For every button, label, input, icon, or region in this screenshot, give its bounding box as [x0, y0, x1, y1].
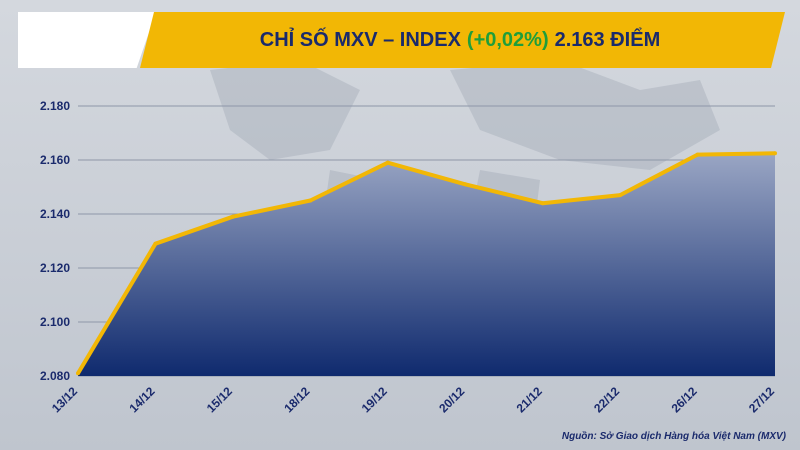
x-tick-label: 21/12 — [514, 384, 545, 415]
x-tick-label: 18/12 — [281, 384, 312, 415]
data-point — [463, 182, 468, 187]
data-point — [695, 152, 700, 157]
data-point — [308, 198, 313, 203]
data-point — [618, 193, 623, 198]
data-point — [230, 214, 235, 219]
y-tick-label: 2.080 — [40, 369, 70, 383]
series-line — [76, 151, 776, 375]
y-tick-label: 2.120 — [40, 261, 70, 275]
title-banner — [140, 12, 785, 68]
area-fill — [78, 153, 775, 376]
data-point — [153, 241, 158, 246]
y-tick-label: 2.180 — [40, 99, 70, 113]
x-tick-label: 14/12 — [126, 384, 157, 415]
logo-panel — [18, 12, 156, 68]
x-tick-label: 26/12 — [669, 384, 700, 415]
title-change: (+0,02%) — [466, 28, 549, 51]
title-main: CHỈ SỐ MXV – INDEX — [259, 28, 461, 51]
title-value: 2.163 ĐIỂM — [554, 28, 661, 51]
x-tick-label: 27/12 — [746, 384, 777, 415]
x-axis-ticks: 13/12 14/12 15/12 18/12 19/12 20/12 21/12 22/12… — [49, 384, 777, 415]
data-point — [385, 160, 390, 165]
x-tick-label: 19/12 — [359, 384, 390, 415]
y-tick-label: 2.100 — [40, 315, 70, 329]
data-point — [773, 151, 777, 156]
y-tick-label: 2.160 — [40, 153, 70, 167]
y-tick-label: 2.140 — [40, 207, 70, 221]
y-axis-ticks: 2.080 2.100 2.120 2.140 2.160 2.180 — [40, 99, 70, 383]
data-point — [76, 371, 80, 376]
x-tick-label: 20/12 — [436, 384, 467, 415]
area-series — [76, 151, 777, 376]
source-note: Nguồn: Sở Giao dịch Hàng hóa Việt Nam (M… — [561, 431, 786, 442]
data-point — [540, 201, 545, 206]
x-tick-label: 13/12 — [49, 384, 80, 415]
x-tick-label: 22/12 — [591, 384, 622, 415]
chart-title: CHỈ SỐ MXV – INDEX (+0,02%) 2.163 ĐIỂM — [150, 12, 770, 68]
x-tick-label: 15/12 — [204, 384, 235, 415]
